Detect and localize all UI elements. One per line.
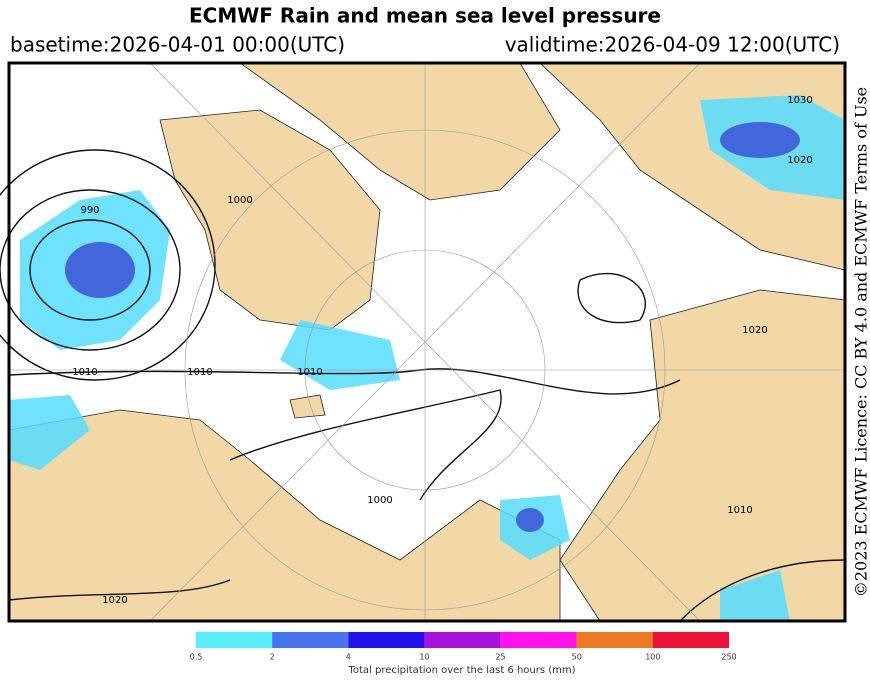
contour-label: 1030 [787,95,812,106]
contour-label: 1020 [102,595,127,606]
isobars [0,149,846,622]
license: ©2023 ECMWF Licence: CC BY 4.0 and ECMWF… [852,87,870,597]
colorbar-tick-label: 4 [346,653,351,662]
colorbar-segment [348,632,425,648]
graticule [9,62,845,622]
contour-label: 1020 [742,325,767,336]
rain-heavy [65,122,800,532]
map: 1030 1020 990 1000 1010 1010 1010 1020 1000 1010 1… [0,61,847,623]
colorbar-label: Total precipitation over the last 6 hour… [347,665,575,676]
colorbar-tick-label: 25 [495,653,505,662]
contour-label: 1010 [727,505,752,516]
contour-label: 1010 [297,367,322,378]
colorbar: 0.5 2 4 10 25 50 100 250 [190,632,737,662]
colorbar-tick-label: 0.5 [190,653,203,662]
contour-labels: 1030 1020 990 1000 1010 1010 1010 1020 1000 1010 1… [72,95,812,606]
title: ECMWF Rain and mean sea level pressure [189,4,661,28]
colorbar-tick-label: 50 [572,653,582,662]
colorbar-segment [500,632,577,648]
contour-label: 1010 [187,367,212,378]
colorbar-tick-label: 2 [270,653,275,662]
colorbar-tick-label: 100 [645,653,660,662]
colorbar-tick-label: 10 [419,653,429,662]
contour-label: 1000 [227,195,252,206]
contour-label: 1020 [787,155,812,166]
contour-label: 1010 [72,367,97,378]
colorbar-tick-label: 250 [721,653,736,662]
colorbar-segment [272,632,349,648]
contour-label: 1000 [367,495,392,506]
colorbar-segment [424,632,501,648]
contour-label: 990 [80,205,99,216]
validtime: validtime:2026-04-09 12:00(UTC) [505,33,840,57]
map-frame [7,61,847,623]
colorbar-segment [196,632,273,648]
colorbar-segment [652,632,729,648]
basetime: basetime:2026-04-01 00:00(UTC) [10,33,345,57]
colorbar-segment [576,632,653,648]
